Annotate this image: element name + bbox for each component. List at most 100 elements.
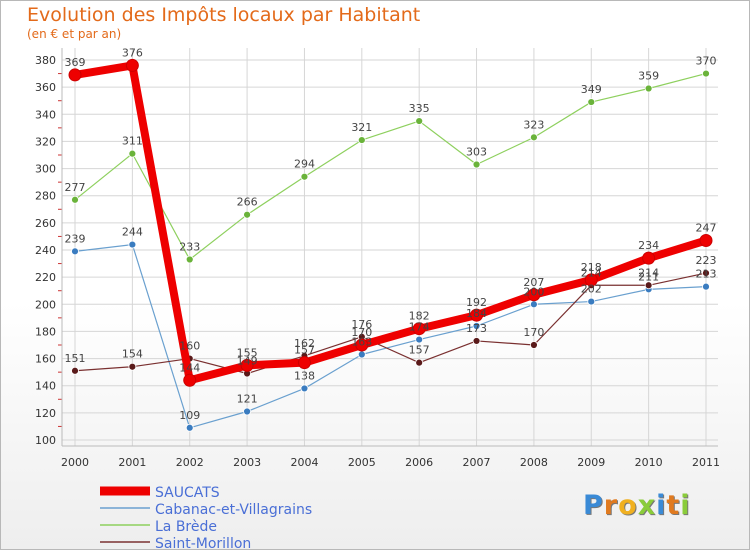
data-label-saucats: 170	[351, 326, 372, 339]
legend-label-cabanac-et-villagrains: Cabanac-et-Villagrains	[155, 502, 312, 518]
data-point-saucats	[297, 356, 311, 370]
x-tick-label: 2005	[348, 456, 376, 469]
data-label-saint-morillon: 157	[409, 344, 430, 357]
data-label-saint-morillon: 160	[179, 340, 200, 353]
data-label-saucats: 157	[294, 344, 315, 357]
data-label-saint-morillon: 214	[638, 266, 659, 279]
y-tick-label: 200	[35, 298, 56, 311]
data-label-cabanac-et-villagrains: 213	[696, 268, 717, 281]
data-label-saint-morillon: 223	[696, 254, 717, 267]
data-label-saucats: 247	[696, 222, 717, 235]
data-label-saucats: 207	[523, 276, 544, 289]
y-tick-label: 280	[35, 190, 56, 203]
data-label-la-br-de: 303	[466, 146, 487, 159]
data-point-saint-morillon	[472, 337, 481, 345]
y-tick-label: 260	[35, 217, 56, 230]
data-label-saucats: 182	[409, 310, 430, 323]
data-label-saucats: 234	[638, 239, 659, 252]
x-tick-label: 2008	[520, 456, 548, 469]
data-label-cabanac-et-villagrains: 200	[523, 285, 544, 298]
data-point-la-br-de	[415, 117, 424, 125]
x-tick-label: 2001	[118, 456, 146, 469]
data-label-cabanac-et-villagrains: 109	[179, 409, 200, 422]
data-point-cabanac-et-villagrains	[300, 384, 309, 393]
data-point-cabanac-et-villagrains	[357, 350, 366, 359]
data-point-cabanac-et-villagrains	[702, 282, 710, 291]
x-tick-label: 2000	[61, 456, 89, 469]
data-label-la-br-de: 323	[523, 118, 544, 131]
data-point-saucats	[125, 58, 139, 72]
series-line-la-br-de	[74, 72, 707, 261]
data-label-cabanac-et-villagrains: 163	[351, 336, 372, 349]
y-tick-label: 320	[35, 135, 56, 148]
data-point-saucats	[412, 322, 426, 336]
x-tick-label: 2011	[692, 456, 720, 469]
data-label-la-br-de: 277	[65, 181, 86, 194]
data-point-saucats	[470, 308, 484, 322]
data-point-saint-morillon	[530, 341, 538, 349]
data-point-cabanac-et-villagrains	[71, 247, 79, 256]
data-label-saucats: 144	[179, 361, 200, 374]
data-label-cabanac-et-villagrains: 239	[65, 232, 86, 245]
y-tick-label: 220	[35, 271, 56, 284]
chart-title: Evolution des Impôts locaux par Habitant	[27, 4, 421, 26]
data-label-la-br-de: 349	[581, 83, 602, 96]
data-label-saint-morillon: 173	[466, 322, 487, 335]
data-label-cabanac-et-villagrains: 184	[466, 307, 487, 320]
data-point-cabanac-et-villagrains	[128, 240, 137, 249]
data-label-saint-morillon: 214	[581, 266, 602, 279]
data-label-la-br-de: 370	[696, 55, 717, 68]
data-label-la-br-de: 359	[638, 70, 659, 83]
data-point-la-br-de	[530, 133, 538, 142]
data-label-la-br-de: 321	[351, 121, 372, 134]
data-label-cabanac-et-villagrains: 138	[294, 369, 315, 382]
data-point-saint-morillon	[71, 366, 79, 375]
data-point-la-br-de	[185, 255, 194, 264]
data-label-saint-morillon: 151	[65, 352, 86, 365]
data-label-saint-morillon: 176	[351, 318, 372, 331]
data-label-cabanac-et-villagrains: 174	[409, 321, 430, 334]
y-tick-label: 300	[35, 163, 56, 176]
data-point-saint-morillon	[644, 281, 653, 290]
data-point-la-br-de	[243, 210, 251, 219]
x-tick-label: 2003	[233, 456, 261, 469]
data-point-saucats	[183, 373, 197, 387]
data-label-la-br-de: 311	[122, 135, 143, 148]
y-tick-label: 360	[35, 81, 56, 94]
data-point-saucats	[584, 273, 598, 287]
data-point-la-br-de	[128, 149, 137, 158]
data-point-cabanac-et-villagrains	[530, 300, 538, 309]
data-label-la-br-de: 335	[409, 102, 430, 115]
x-tick-label: 2004	[290, 456, 318, 469]
data-label-saint-morillon: 162	[294, 337, 315, 350]
data-label-cabanac-et-villagrains: 121	[237, 393, 258, 406]
data-point-saucats	[699, 234, 713, 247]
data-label-la-br-de: 233	[179, 241, 200, 254]
data-label-saucats: 192	[466, 296, 487, 309]
x-tick-label: 2002	[176, 456, 204, 469]
data-label-cabanac-et-villagrains: 202	[581, 283, 602, 296]
data-point-saucats	[527, 288, 541, 302]
data-label-saucats: 369	[65, 56, 86, 69]
legend-label-saint-morillon: Saint-Morillon	[155, 536, 251, 550]
legend-label-la-br-de: La Brède	[155, 519, 217, 535]
y-tick-label: 340	[35, 108, 56, 121]
data-point-cabanac-et-villagrains	[243, 407, 251, 416]
series-line-saucats	[74, 61, 708, 385]
y-tick-label: 120	[35, 407, 56, 420]
data-point-saucats	[355, 338, 369, 352]
data-label-saucats: 376	[122, 46, 143, 59]
data-label-cabanac-et-villagrains: 244	[122, 226, 143, 239]
data-point-saucats	[240, 358, 254, 372]
series-line-cabanac-et-villagrains	[74, 243, 707, 429]
data-point-la-br-de	[71, 195, 79, 204]
y-tick-label: 160	[35, 353, 56, 366]
x-tick-label: 2006	[405, 456, 433, 469]
data-point-saint-morillon	[702, 269, 710, 277]
chart-subtitle: (en € et par an)	[27, 27, 122, 41]
data-label-saucats: 155	[237, 346, 258, 359]
legend-label-saucats: SAUCATS	[155, 485, 220, 501]
data-label-cabanac-et-villagrains: 211	[638, 270, 659, 283]
